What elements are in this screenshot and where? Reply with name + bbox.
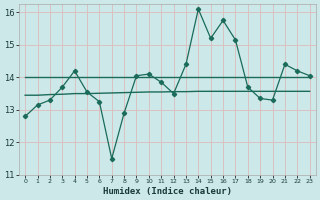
X-axis label: Humidex (Indice chaleur): Humidex (Indice chaleur) — [103, 187, 232, 196]
